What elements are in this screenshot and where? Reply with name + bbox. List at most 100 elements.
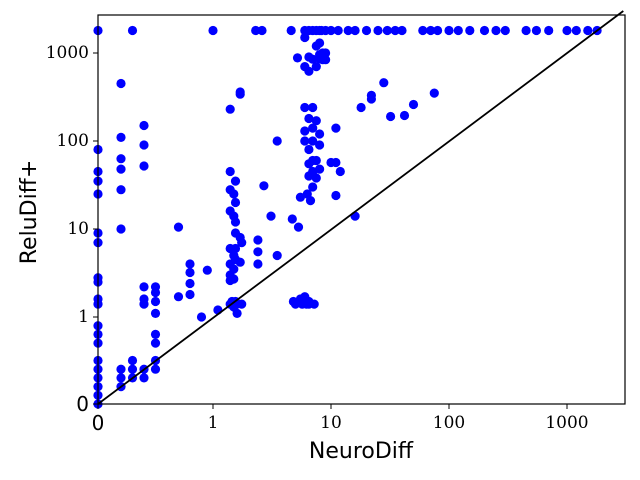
x-axis-ticks: 0 1 10 100 1000 [92, 404, 589, 435]
data-point [308, 102, 318, 113]
data-point [444, 25, 454, 36]
y-axis-ticks: 0 1 10 100 1000 [46, 43, 98, 416]
data-point [331, 190, 341, 201]
x-axis-label: NeuroDiff [309, 439, 414, 464]
x-tick-label: 1 [208, 413, 219, 433]
data-point [185, 289, 195, 300]
data-point [531, 25, 542, 36]
data-point [225, 104, 235, 114]
data-point [397, 25, 407, 36]
data-point [292, 53, 303, 63]
data-point [300, 102, 310, 113]
data-point [116, 185, 126, 195]
x-tick-label: 0 [92, 411, 105, 435]
data-point [315, 38, 325, 48]
data-point [308, 136, 318, 146]
y-tick-label: 0 [76, 392, 89, 416]
x-tick-label: 100 [433, 413, 465, 433]
data-point [116, 164, 126, 174]
data-point [173, 292, 184, 302]
data-point [150, 329, 161, 339]
data-point [251, 25, 261, 36]
plot-frame [97, 14, 626, 405]
data-point [116, 224, 126, 234]
data-point [308, 54, 318, 64]
data-point [315, 140, 325, 150]
data-point [479, 25, 490, 36]
data-point [229, 274, 239, 284]
data-point [253, 235, 263, 245]
data-point [309, 299, 319, 309]
data-point [127, 355, 138, 366]
data-point [311, 173, 321, 183]
data-point [426, 25, 436, 36]
data-point [139, 140, 149, 150]
data-point [127, 364, 138, 374]
data-point [150, 287, 161, 298]
data-point [331, 157, 341, 168]
scatter-points [93, 25, 602, 409]
data-point [237, 238, 247, 248]
data-point [229, 189, 239, 199]
data-point [311, 155, 321, 166]
data-point [272, 136, 282, 146]
data-point [304, 113, 314, 124]
data-point [350, 211, 360, 221]
data-point [196, 312, 207, 322]
data-point [139, 373, 149, 383]
data-point [230, 176, 241, 186]
y-tick-label: 100 [57, 131, 89, 151]
data-point [418, 25, 428, 36]
data-point [229, 264, 239, 274]
data-point [300, 32, 310, 43]
data-point [491, 25, 501, 36]
data-point [399, 110, 410, 121]
data-point [235, 257, 245, 267]
data-point [287, 214, 297, 224]
y-tick-label: 1 [78, 307, 89, 327]
data-point [304, 144, 314, 155]
data-point [350, 25, 360, 36]
data-point [272, 250, 282, 261]
data-point [286, 25, 296, 36]
y-tick-label: 1000 [46, 43, 89, 63]
data-point [382, 25, 392, 36]
data-point [202, 265, 212, 275]
data-point [571, 25, 581, 36]
data-point [293, 222, 304, 232]
data-point [521, 25, 531, 36]
data-point [321, 55, 331, 65]
data-point [237, 299, 247, 309]
data-point [230, 217, 241, 227]
data-point [139, 282, 149, 292]
data-point [139, 120, 149, 131]
data-point [259, 181, 269, 191]
data-point [379, 78, 389, 88]
x-tick-label: 1000 [545, 413, 588, 433]
data-point [185, 278, 195, 289]
data-point [326, 25, 336, 36]
data-point [235, 89, 245, 99]
data-point [361, 25, 372, 36]
data-point [408, 99, 419, 110]
data-point [333, 25, 343, 36]
data-point [343, 25, 353, 36]
data-point [300, 126, 310, 136]
data-point [232, 308, 242, 318]
data-point [433, 25, 443, 36]
data-point [321, 48, 331, 58]
data-point [315, 164, 325, 174]
data-point [373, 25, 383, 36]
data-point [150, 338, 161, 348]
data-point [390, 25, 400, 36]
data-point [185, 259, 195, 269]
reference-line-y-equals-x [97, 10, 624, 405]
data-point [295, 192, 305, 202]
data-point [139, 161, 149, 171]
data-point [304, 66, 314, 76]
data-point [266, 211, 276, 221]
data-point [116, 373, 126, 383]
data-point [308, 182, 318, 192]
data-point [335, 166, 345, 177]
